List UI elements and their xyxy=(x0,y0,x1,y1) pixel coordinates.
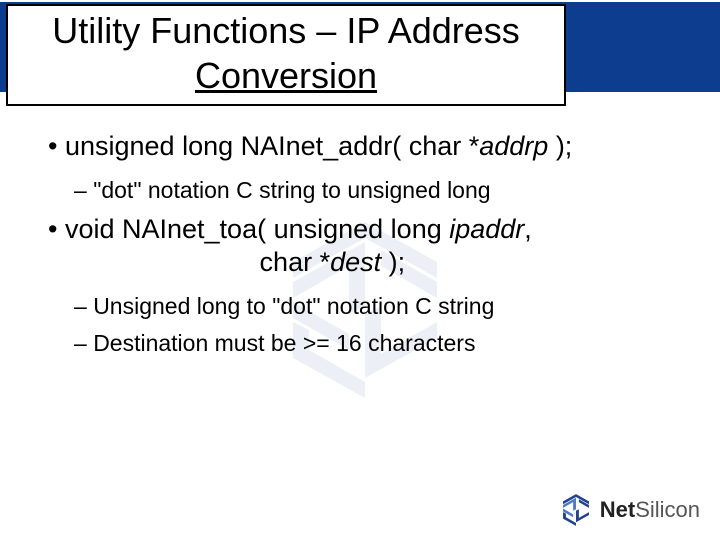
title-line-2: Conversion xyxy=(16,53,556,98)
text-segment: ); xyxy=(381,247,405,277)
text-segment: "dot" notation C string to unsigned long xyxy=(93,177,490,203)
text-segment: dest xyxy=(330,247,381,277)
text-segment: void NAInet_toa( unsigned long xyxy=(65,214,449,244)
logo-text: NetSilicon xyxy=(600,497,700,523)
logo-text-silicon: Silicon xyxy=(635,497,700,522)
slide: Utility Functions – IP Address Conversio… xyxy=(0,0,720,540)
footer-logo: NetSilicon xyxy=(558,492,700,528)
text-segment: ); xyxy=(548,131,572,161)
bullet-level-1: void NAInet_toa( unsigned long ipaddr, c… xyxy=(48,213,668,281)
bullet-level-2: "dot" notation C string to unsigned long xyxy=(48,176,668,205)
logo-icon xyxy=(558,492,594,528)
text-segment: addrp xyxy=(479,131,548,161)
logo-text-net: Net xyxy=(600,497,635,522)
title-box: Utility Functions – IP Address Conversio… xyxy=(6,4,566,106)
text-segment: ipaddr xyxy=(449,214,524,244)
title-line-1: Utility Functions – IP Address xyxy=(16,8,556,53)
text-segment: Destination must be >= 16 characters xyxy=(93,330,475,356)
text-segment: Unsigned long to "dot" notation C string xyxy=(93,293,494,319)
body-content: unsigned long NAInet_addr( char *addrp )… xyxy=(48,130,668,366)
bullet-level-1: unsigned long NAInet_addr( char *addrp )… xyxy=(48,130,668,164)
bullet-level-2: Unsigned long to "dot" notation C string xyxy=(48,292,668,321)
bullet-level-2: Destination must be >= 16 characters xyxy=(48,329,668,358)
text-segment: unsigned long NAInet_addr( char * xyxy=(65,131,479,161)
